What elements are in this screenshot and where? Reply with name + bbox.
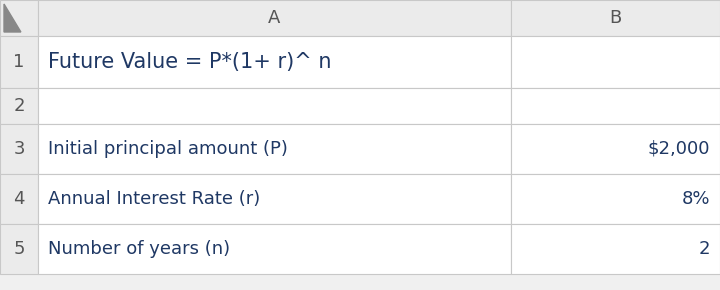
Text: 5: 5 <box>13 240 24 258</box>
Text: 3: 3 <box>13 140 24 158</box>
Bar <box>511 224 720 274</box>
Text: Number of years (n): Number of years (n) <box>48 240 230 258</box>
Polygon shape <box>4 4 21 32</box>
Bar <box>511 0 720 36</box>
Text: Future Value = P*(1+ r)^ n: Future Value = P*(1+ r)^ n <box>48 52 331 72</box>
Bar <box>0 36 38 88</box>
Bar <box>38 124 511 174</box>
Bar <box>511 124 720 174</box>
Bar <box>511 88 720 124</box>
Text: Annual Interest Rate (r): Annual Interest Rate (r) <box>48 190 260 208</box>
Bar <box>0 174 38 224</box>
Bar <box>38 224 511 274</box>
Text: A: A <box>269 9 281 27</box>
Bar <box>0 224 38 274</box>
Text: 2: 2 <box>13 97 24 115</box>
Bar <box>511 36 720 88</box>
Bar <box>38 0 511 36</box>
Bar <box>0 88 38 124</box>
Bar <box>511 174 720 224</box>
Text: Initial principal amount (P): Initial principal amount (P) <box>48 140 288 158</box>
Text: 2: 2 <box>698 240 710 258</box>
Bar <box>38 36 511 88</box>
Text: 8%: 8% <box>682 190 710 208</box>
Text: 4: 4 <box>13 190 24 208</box>
Text: $2,000: $2,000 <box>647 140 710 158</box>
Bar <box>0 124 38 174</box>
Bar <box>38 88 511 124</box>
Bar <box>38 174 511 224</box>
Bar <box>0 0 38 36</box>
Text: 1: 1 <box>13 53 24 71</box>
Text: B: B <box>609 9 621 27</box>
